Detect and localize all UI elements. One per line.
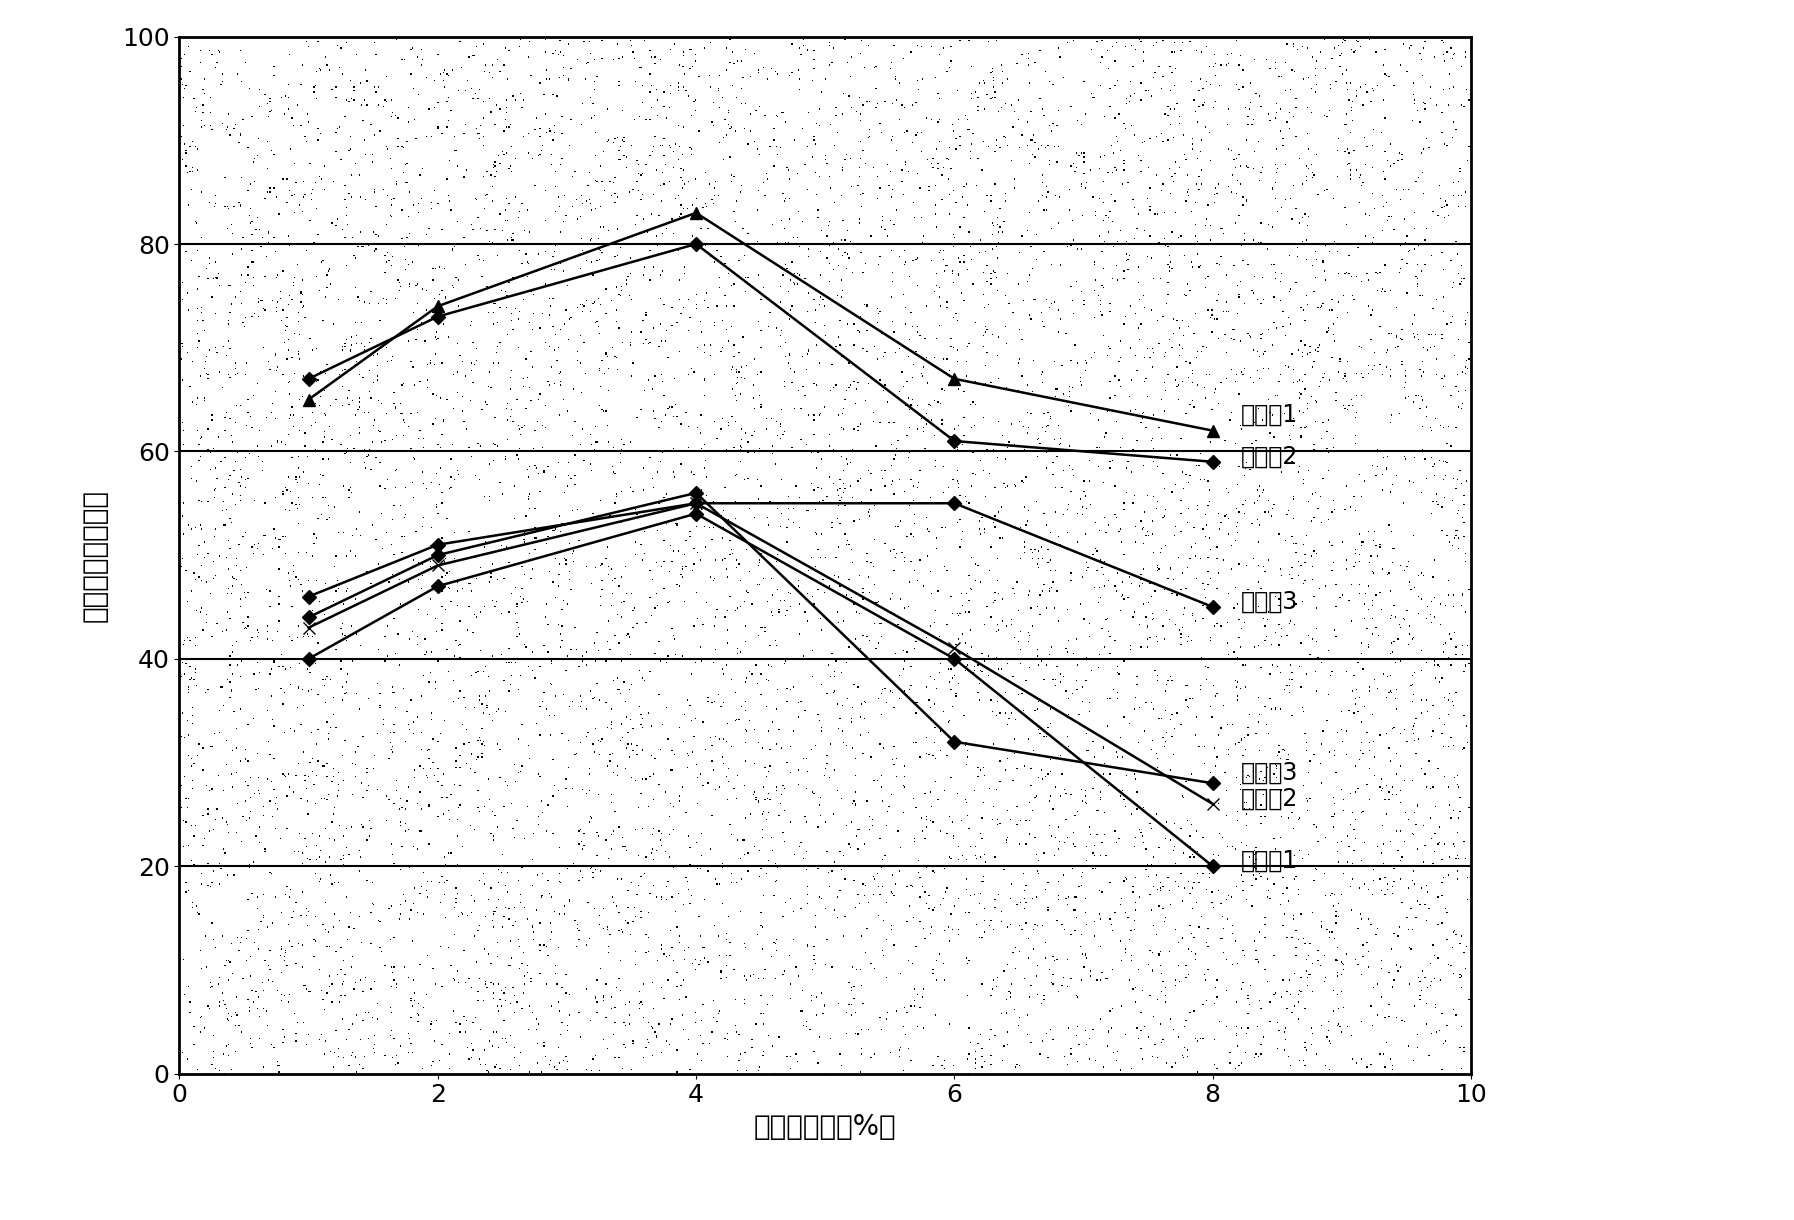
比较例1 <box>944 651 965 666</box>
比较例2 <box>685 497 707 511</box>
比较例2 <box>427 559 448 573</box>
X-axis label: 添加物浓度（%）: 添加物浓度（%） <box>753 1113 897 1141</box>
实施例2 <box>298 372 319 387</box>
实施例1 <box>1202 423 1224 438</box>
Text: 比较例1: 比较例1 <box>1241 849 1299 874</box>
比较例3 <box>944 734 965 749</box>
比较例3 <box>427 548 448 562</box>
Text: 实施例1: 实施例1 <box>1241 403 1299 427</box>
实施例1 <box>427 299 448 314</box>
实施例3 <box>1202 600 1224 615</box>
比较例2 <box>1202 797 1224 811</box>
比较例2 <box>944 642 965 656</box>
Line: 实施例3: 实施例3 <box>303 499 1218 611</box>
实施例3 <box>298 589 319 604</box>
Line: 比较例3: 比较例3 <box>303 488 1218 788</box>
实施例3 <box>427 538 448 553</box>
比较例2 <box>298 621 319 636</box>
比较例1 <box>427 580 448 594</box>
实施例2 <box>1202 455 1224 470</box>
比较例3 <box>685 486 707 500</box>
实施例3 <box>685 497 707 511</box>
Text: 实施例3: 实施例3 <box>1241 589 1299 614</box>
Line: 实施例2: 实施例2 <box>303 239 1218 466</box>
实施例2 <box>944 434 965 449</box>
比较例3 <box>298 610 319 625</box>
Line: 比较例1: 比较例1 <box>303 509 1218 871</box>
实施例3 <box>944 497 965 511</box>
实施例1 <box>298 393 319 407</box>
比较例1 <box>298 651 319 666</box>
实施例2 <box>685 237 707 251</box>
Line: 比较例2: 比较例2 <box>303 497 1218 810</box>
Text: 比较例3: 比较例3 <box>1241 761 1299 784</box>
Text: 实施例2: 实施例2 <box>1241 444 1299 468</box>
比较例1 <box>1202 859 1224 874</box>
比较例1 <box>685 506 707 521</box>
实施例2 <box>427 310 448 325</box>
Y-axis label: 存储后的容量保留: 存储后的容量保留 <box>81 488 108 622</box>
比较例3 <box>1202 776 1224 791</box>
实施例1 <box>944 372 965 387</box>
实施例1 <box>685 206 707 221</box>
Text: 比较例2: 比较例2 <box>1241 787 1299 811</box>
Line: 实施例1: 实施例1 <box>303 206 1218 437</box>
